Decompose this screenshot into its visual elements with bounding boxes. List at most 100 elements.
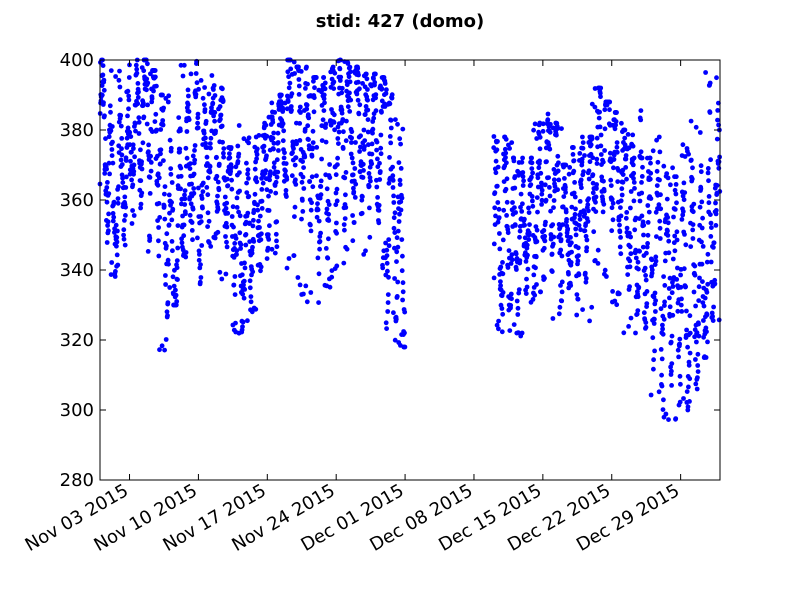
data-point [102, 171, 108, 176]
data-point [598, 152, 604, 157]
data-point [109, 124, 115, 129]
data-point [331, 112, 337, 118]
data-point [215, 179, 221, 185]
data-point [633, 330, 638, 336]
data-point [373, 71, 378, 77]
data-point [568, 235, 573, 240]
data-point [206, 240, 212, 246]
data-point [645, 203, 651, 208]
data-point [679, 217, 685, 222]
data-point [530, 198, 535, 204]
data-point [208, 145, 213, 151]
data-point [370, 130, 375, 136]
data-point [245, 318, 250, 324]
data-point [183, 145, 189, 151]
data-point [383, 91, 389, 96]
data-point [675, 308, 681, 314]
data-point [327, 284, 333, 290]
data-point [268, 189, 273, 194]
data-point [386, 237, 392, 243]
data-point [514, 267, 519, 272]
data-point [284, 194, 289, 200]
data-point [313, 75, 319, 80]
data-point [292, 71, 297, 76]
data-point [521, 178, 526, 184]
data-point [314, 173, 319, 179]
data-point [496, 318, 501, 324]
data-point [254, 146, 260, 152]
data-point [598, 94, 603, 100]
data-point [366, 142, 371, 148]
data-point [686, 362, 692, 368]
data-point [503, 150, 509, 156]
data-point [709, 225, 714, 231]
data-point [392, 210, 398, 216]
data-point [308, 207, 314, 213]
data-point [300, 159, 305, 165]
data-point [652, 348, 657, 354]
data-point [334, 230, 339, 236]
data-point [506, 248, 512, 254]
data-point [270, 135, 276, 141]
data-point [126, 97, 132, 103]
data-point [349, 140, 354, 145]
data-point [309, 174, 315, 180]
data-point [575, 245, 581, 251]
data-point [648, 170, 654, 176]
data-point [495, 200, 501, 205]
data-point [181, 233, 187, 239]
data-point [145, 80, 151, 86]
data-point [342, 227, 347, 233]
y-tick-label: 400 [60, 50, 94, 71]
data-point [375, 156, 380, 162]
data-point [524, 284, 530, 290]
data-point [133, 128, 138, 134]
data-point [642, 265, 648, 271]
data-point [575, 296, 581, 302]
data-point [160, 118, 166, 123]
data-point [196, 185, 201, 191]
data-point [578, 227, 583, 233]
data-point [347, 64, 353, 70]
data-point [309, 200, 314, 206]
data-point [200, 95, 206, 101]
data-point [236, 123, 242, 128]
data-point [306, 115, 312, 121]
data-point [138, 205, 144, 211]
data-point [123, 158, 129, 163]
data-point [229, 177, 235, 183]
data-point [666, 286, 672, 291]
data-point [587, 318, 592, 324]
data-point [610, 200, 616, 206]
data-point [678, 272, 683, 278]
data-point [178, 165, 184, 171]
data-point [234, 252, 239, 257]
data-point [385, 268, 390, 274]
data-point [127, 171, 133, 177]
data-point [653, 309, 658, 314]
data-point [286, 74, 291, 80]
data-point [117, 68, 122, 74]
data-point [234, 248, 240, 254]
data-point [706, 178, 711, 184]
data-point [685, 344, 690, 350]
data-point [493, 158, 499, 164]
data-point [556, 160, 561, 166]
data-point [617, 222, 622, 228]
data-point [104, 185, 110, 190]
data-point [697, 275, 702, 281]
data-point [350, 213, 355, 218]
data-point [247, 285, 253, 291]
data-point [231, 224, 236, 230]
data-point [360, 81, 365, 86]
data-point [370, 126, 376, 132]
data-point [714, 183, 720, 188]
data-point [258, 268, 263, 274]
data-point [287, 80, 293, 86]
data-point [244, 160, 249, 166]
data-point [495, 164, 501, 170]
data-point [296, 64, 301, 70]
data-point [638, 108, 644, 113]
data-point [174, 265, 180, 271]
data-point [586, 208, 591, 214]
